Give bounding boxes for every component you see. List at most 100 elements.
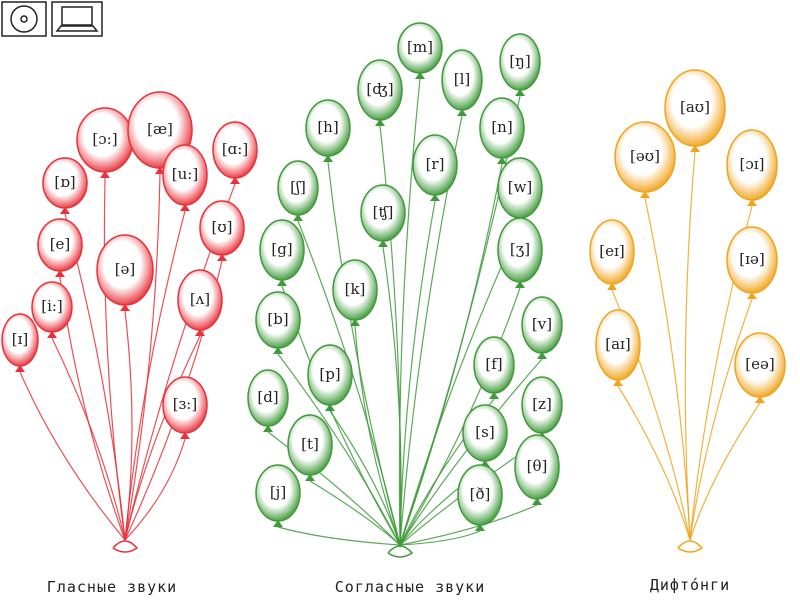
phoneme-label: [ɪ]: [12, 330, 29, 348]
phoneme-label: [ɔ:]: [92, 130, 117, 148]
phoneme-label: [ʧ]: [373, 203, 394, 221]
phoneme-label: [w]: [508, 178, 533, 196]
phoneme-label: [ʊ]: [211, 218, 232, 236]
phoneme-label: [e]: [50, 235, 71, 253]
string-knot: [387, 545, 414, 558]
balloon-knot: [60, 207, 70, 214]
balloon-knot: [305, 474, 315, 481]
balloon-knot: [747, 292, 757, 299]
phoneme-label: [b]: [267, 310, 288, 328]
string: [277, 353, 401, 546]
balloon-knot: [47, 331, 57, 338]
phoneme-label: [eə]: [745, 355, 774, 373]
balloon-knot: [475, 524, 485, 531]
balloon-knot: [640, 191, 650, 198]
balloon-knot: [613, 379, 623, 386]
balloon-knot: [277, 279, 287, 286]
phoneme-label: [ð]: [470, 485, 491, 503]
phoneme-label: [u:]: [172, 165, 198, 183]
balloon-knot: [497, 157, 507, 164]
balloon-knot: [515, 89, 525, 96]
balloon-knot: [195, 329, 205, 336]
string: [684, 151, 696, 541]
phoneme-label: [z]: [532, 395, 552, 413]
disc-shape: [10, 5, 38, 33]
string: [124, 438, 186, 541]
balloon-knot: [375, 119, 385, 126]
phoneme-label: [m]: [407, 38, 433, 56]
string: [399, 530, 481, 546]
string: [329, 410, 401, 546]
disc-icon[interactable]: [1, 1, 47, 37]
phoneme-label: [æ]: [147, 120, 173, 138]
string: [617, 385, 691, 541]
toolbar-icons: [1, 1, 103, 37]
string: [103, 177, 126, 541]
string: [398, 78, 421, 546]
string: [399, 358, 543, 546]
balloon-knot: [532, 498, 542, 505]
string: [124, 173, 161, 541]
phoneme-label: [ʃ]: [290, 178, 306, 196]
string: [124, 310, 133, 541]
balloon-knot: [273, 347, 283, 354]
phoneme-label: [ɜ:]: [173, 395, 197, 413]
balloon-knot: [537, 352, 547, 359]
balloon-knot: [607, 283, 617, 290]
group-caption: Гласные звуки: [47, 578, 177, 596]
string: [399, 504, 538, 546]
balloon-knot: [415, 72, 425, 79]
balloon-knot: [430, 194, 440, 201]
phoneme-label: [v]: [532, 315, 552, 333]
string: [51, 337, 126, 541]
string: [19, 371, 126, 541]
string: [689, 298, 753, 541]
phoneme-label: [t]: [301, 435, 319, 453]
phoneme-label: [g]: [271, 240, 292, 258]
screen-shape: [61, 6, 93, 26]
string: [689, 402, 761, 541]
string: [277, 526, 401, 546]
balloon-knot: [378, 240, 388, 247]
phoneme-label: [eɪ]: [599, 242, 624, 260]
balloon-knot: [489, 392, 499, 399]
balloon-knot: [325, 404, 335, 411]
group-caption: Согласные звуки: [335, 578, 485, 596]
phoneme-label: [ɑ:]: [222, 140, 248, 158]
balloon-knot: [15, 365, 25, 372]
balloon-knot: [180, 204, 190, 211]
disc-hole: [20, 15, 28, 23]
phoneme-label: [ʒ]: [510, 240, 530, 258]
group-caption: Дифто́нги: [650, 576, 730, 594]
phoneme-label: [aɪ]: [605, 335, 630, 353]
phoneme-label: [ɔɪ]: [740, 155, 765, 173]
balloon-knot: [293, 214, 303, 221]
string: [354, 325, 401, 546]
phoneme-label: [θ]: [527, 457, 548, 475]
string: [297, 220, 401, 546]
string: [309, 480, 401, 546]
phoneme-label: [ɒ]: [54, 173, 75, 191]
phoneme-label: [h]: [317, 118, 338, 136]
phoneme-label: [ʌ]: [190, 290, 210, 308]
phoneme-label: [f]: [485, 355, 502, 373]
balloon-knot: [350, 319, 360, 326]
phoneme-label: [ə]: [115, 260, 136, 278]
phoneme-label: [əʊ]: [630, 147, 660, 165]
phoneme-label: [j]: [270, 483, 286, 501]
phoneme-label: [ɪə]: [739, 250, 764, 268]
balloon-knot: [230, 177, 240, 184]
phoneme-label: [n]: [491, 118, 512, 136]
balloon-knot: [747, 199, 757, 206]
phoneme-label: [ŋ]: [509, 52, 530, 70]
string: [382, 246, 402, 546]
phoneme-label: [ʤ]: [366, 80, 393, 98]
string: [399, 163, 503, 546]
balloons: [ɔ:] [æ] [ɑ:] [ɒ] [u:] [ʊ] [e] [ə] [ʌ] [i:] [ɪ] [ɜ:…: [1, 22, 786, 531]
string: [644, 197, 691, 541]
balloon-knot: [100, 171, 110, 178]
keyboard-shape: [55, 25, 99, 32]
phoneme-label: [aʊ]: [680, 98, 710, 116]
